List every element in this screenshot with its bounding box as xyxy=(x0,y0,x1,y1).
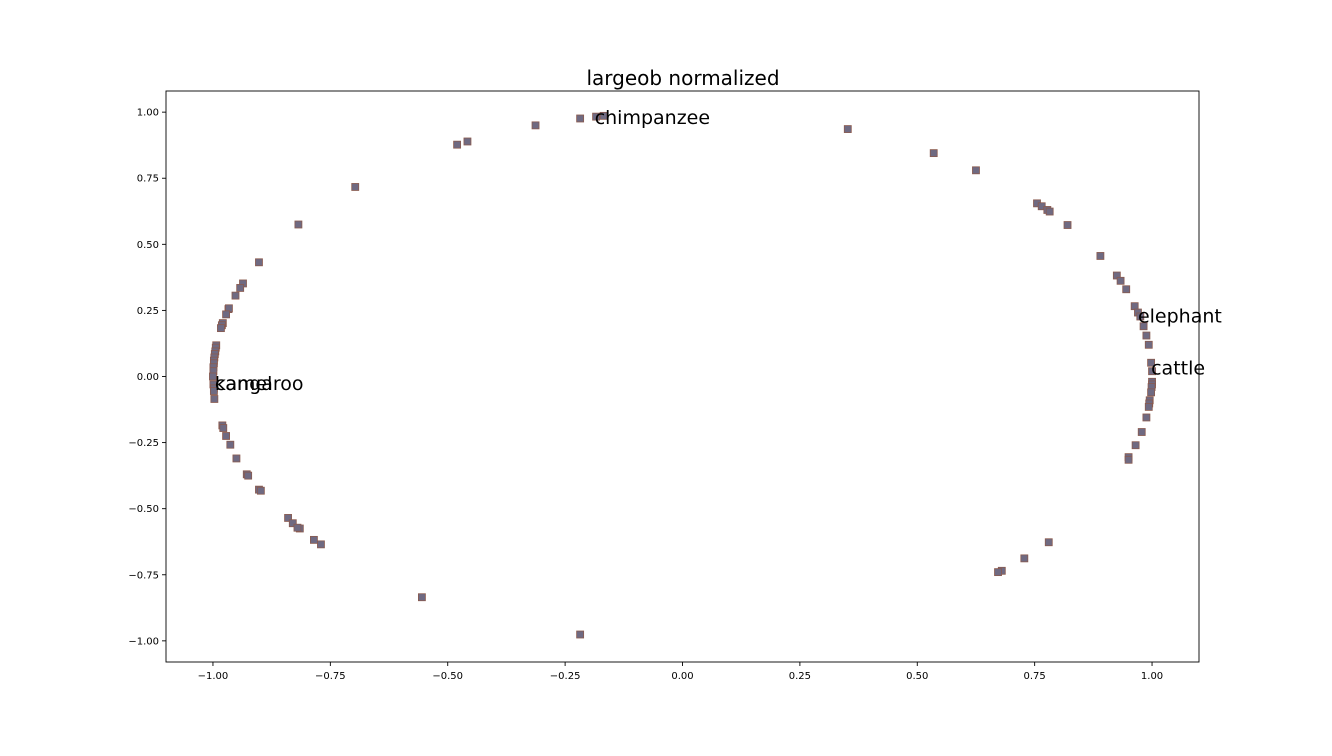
y-tick-label: 0.00 xyxy=(137,372,159,383)
point-annotation: chimpanzee xyxy=(595,107,710,129)
scatter-point xyxy=(592,112,600,121)
scatter-point xyxy=(209,372,217,381)
scatter-point xyxy=(1142,413,1151,422)
scatter-point xyxy=(231,291,240,300)
y-tick-label: 1.00 xyxy=(137,108,159,119)
scatter-point xyxy=(310,535,318,544)
scatter-point xyxy=(284,514,292,522)
scatter-point xyxy=(463,137,472,146)
scatter-point xyxy=(972,166,980,175)
y-tick-label: −1.00 xyxy=(128,636,159,647)
x-tick-label: 1.00 xyxy=(1141,671,1163,682)
scatter-point xyxy=(232,454,241,463)
scatter-point xyxy=(255,258,263,267)
point-annotation: kangaroo xyxy=(215,373,304,395)
plot-frame xyxy=(165,90,1200,663)
scatter-point xyxy=(1142,331,1151,340)
scatter-point xyxy=(1147,388,1156,397)
scatter-point xyxy=(236,284,245,292)
scatter-point xyxy=(1045,207,1054,216)
scatter-point xyxy=(317,540,325,549)
x-tick-label: 0.75 xyxy=(1024,671,1046,682)
scatter-point xyxy=(351,183,360,191)
scatter-point xyxy=(929,149,938,158)
x-tick-label: −0.25 xyxy=(550,671,581,682)
scatter-point xyxy=(219,424,228,432)
scatter-point xyxy=(453,140,462,149)
scatter-point xyxy=(417,593,426,602)
scatter-point xyxy=(1063,221,1072,229)
scatter-point xyxy=(244,471,253,480)
x-tick-label: 0.00 xyxy=(671,671,693,682)
scatter-point xyxy=(210,395,219,403)
scatter-point xyxy=(1144,402,1153,411)
scatter-point xyxy=(294,220,303,229)
scatter-point xyxy=(222,310,231,319)
scatter-point xyxy=(1020,554,1029,563)
point-annotation: cattle xyxy=(1151,357,1205,379)
x-tick-label: −1.00 xyxy=(198,671,229,682)
scatter-point xyxy=(994,568,1002,577)
scatter-point xyxy=(1131,441,1140,450)
x-tick-label: 0.25 xyxy=(789,671,811,682)
scatter-point xyxy=(256,486,265,495)
scatter-point xyxy=(599,111,608,120)
chart-title: largeob normalized xyxy=(586,66,779,90)
scatter-point xyxy=(1148,367,1156,376)
scatter-point xyxy=(576,630,585,639)
y-tick-label: 0.25 xyxy=(137,306,159,317)
y-tick-label: −0.25 xyxy=(128,438,159,449)
scatter-point xyxy=(531,121,540,130)
x-tick-label: 0.50 xyxy=(906,671,928,682)
scatter-point xyxy=(1122,285,1131,294)
scatter-point xyxy=(843,125,852,133)
scatter-point xyxy=(222,432,231,440)
x-tick-label: −0.50 xyxy=(432,671,463,682)
scatter-point xyxy=(217,324,225,333)
x-axis: −1.00 −0.75 −0.50 −0.25 0.00 0.25 0.50 0.75 1.00 xyxy=(198,662,1163,682)
y-tick-label: 0.75 xyxy=(137,174,159,185)
point-annotation: camel xyxy=(215,373,273,395)
y-tick-label: −0.50 xyxy=(128,504,159,515)
scatter-point xyxy=(576,114,585,123)
scatter-point xyxy=(1137,428,1146,436)
scatter-point xyxy=(288,519,297,528)
y-axis: 1.00 0.75 0.50 0.25 0.00 −0.25 −0.50 −0.75 −1.00 xyxy=(128,108,166,647)
scatter-point xyxy=(226,440,235,449)
scatter-point xyxy=(1144,340,1153,349)
scatter-point xyxy=(209,387,218,395)
scatter-point xyxy=(1096,252,1105,260)
x-tick-label: −0.75 xyxy=(315,671,346,682)
scatter-point xyxy=(1044,538,1053,547)
scatter-point xyxy=(293,523,302,532)
point-annotation: elephant xyxy=(1138,306,1222,328)
points-layer xyxy=(209,111,1156,639)
y-tick-label: 0.50 xyxy=(137,240,159,251)
scatter-point xyxy=(1124,455,1133,464)
scatter-point xyxy=(1136,312,1145,321)
y-tick-label: −0.75 xyxy=(128,570,159,581)
scatter-point xyxy=(1139,322,1148,331)
scatter-point xyxy=(1147,358,1156,367)
scatter-point xyxy=(1116,276,1125,285)
